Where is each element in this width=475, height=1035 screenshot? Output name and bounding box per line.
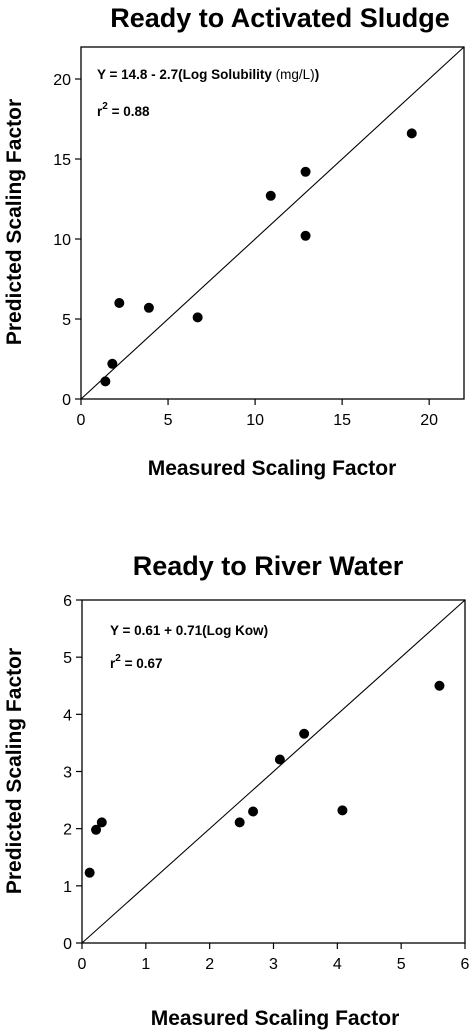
chart-2-y-tick-label: 5 <box>63 650 72 667</box>
chart-1-x-axis-label: Measured Scaling Factor <box>148 457 397 480</box>
chart-2-x-tick-label: 3 <box>269 956 278 973</box>
chart-2-one-to-one-line <box>81 599 466 944</box>
chart-2-y-tick-label: 2 <box>63 822 72 839</box>
chart-2-data-point <box>434 680 445 691</box>
chart-1-y-tick-label: 10 <box>53 232 71 249</box>
chart-2-y-tick-label: 0 <box>63 936 72 953</box>
chart-1-reference-line <box>80 46 465 400</box>
chart-1-y-axis-label: Predicted Scaling Factor <box>3 99 26 345</box>
chart-1-data-point <box>300 166 311 177</box>
chart-1-data-point <box>265 190 276 201</box>
chart-2-x-tick-label: 5 <box>397 956 406 973</box>
chart-1-one-to-one-line <box>80 46 465 400</box>
chart-2-data-point <box>234 817 245 828</box>
chart-1-title: Ready to Activated Sludge <box>110 3 450 33</box>
chart-2-title: Ready to River Water <box>133 551 404 581</box>
chart-1-data-point <box>300 230 311 241</box>
chart-1-data-point <box>107 358 118 369</box>
chart-1-x-tick-label: 10 <box>246 412 264 429</box>
chart-activated-sludge: Ready to Activated Sludge 0 5 10 15 20 0 5 10 1… <box>3 3 465 480</box>
chart-2-x-tick-label: 0 <box>78 956 87 973</box>
chart-2-y-tick-label: 4 <box>63 707 72 724</box>
chart-river-water: Ready to River Water 0 1 2 3 4 5 6 0 1 2 3 4 5 6 Y =… <box>3 551 470 1030</box>
chart-2-reference-line <box>81 599 466 944</box>
chart-2-r-squared: r2 = 0.67 <box>110 653 163 671</box>
chart-2-data-point <box>96 817 107 828</box>
chart-1-r-squared: r2 = 0.88 <box>97 101 150 119</box>
chart-1-y-ticks: 0 5 10 15 20 <box>53 72 81 409</box>
chart-1-x-tick-label: 0 <box>77 412 86 429</box>
chart-1-points <box>100 128 417 387</box>
chart-2-y-tick-label: 3 <box>63 765 72 782</box>
chart-2-data-point <box>274 754 285 765</box>
chart-2-y-ticks: 0 1 2 3 4 5 6 <box>63 593 82 953</box>
chart-2-x-ticks: 0 1 2 3 4 5 6 <box>78 943 470 973</box>
chart-2-x-axis-label: Measured Scaling Factor <box>151 1007 400 1030</box>
chart-2-x-tick-label: 6 <box>461 956 470 973</box>
chart-2-data-point <box>337 805 348 816</box>
chart-2-x-tick-label: 1 <box>141 956 150 973</box>
chart-1-x-tick-label: 15 <box>333 412 351 429</box>
chart-2-y-tick-label: 6 <box>63 593 72 610</box>
chart-1-y-tick-label: 15 <box>53 152 71 169</box>
chart-2-points <box>84 680 445 878</box>
chart-1-data-point <box>192 312 203 323</box>
chart-1-data-point <box>114 298 125 308</box>
chart-1-data-point <box>406 128 417 139</box>
chart-2-y-axis-label: Predicted Scaling Factor <box>3 648 26 894</box>
chart-2-data-point <box>299 728 310 739</box>
chart-1-data-point <box>100 376 111 387</box>
chart-2-y-tick-label: 1 <box>63 879 72 896</box>
chart-2-data-point <box>91 824 102 835</box>
chart-1-x-tick-label: 20 <box>420 412 438 429</box>
chart-1-x-ticks: 0 5 10 15 20 <box>77 399 438 429</box>
chart-1-data-point <box>143 302 154 313</box>
chart-1-y-tick-label: 20 <box>53 72 71 89</box>
chart-1-plot-frame <box>80 46 465 400</box>
chart-1-y-tick-label: 5 <box>62 312 71 329</box>
chart-2-x-tick-label: 4 <box>333 956 342 973</box>
chart-2-equation: Y = 0.61 + 0.71(Log Kow) <box>110 623 268 638</box>
chart-2-data-point <box>248 806 259 817</box>
chart-2-data-point <box>84 867 95 878</box>
chart-2-x-tick-label: 2 <box>205 956 214 973</box>
chart-1-x-tick-label: 5 <box>164 412 173 429</box>
chart-1-y-tick-label: 0 <box>62 392 71 409</box>
chart-1-equation: Y = 14.8 - 2.7(Log Solubility (mg/L)) <box>97 67 319 82</box>
